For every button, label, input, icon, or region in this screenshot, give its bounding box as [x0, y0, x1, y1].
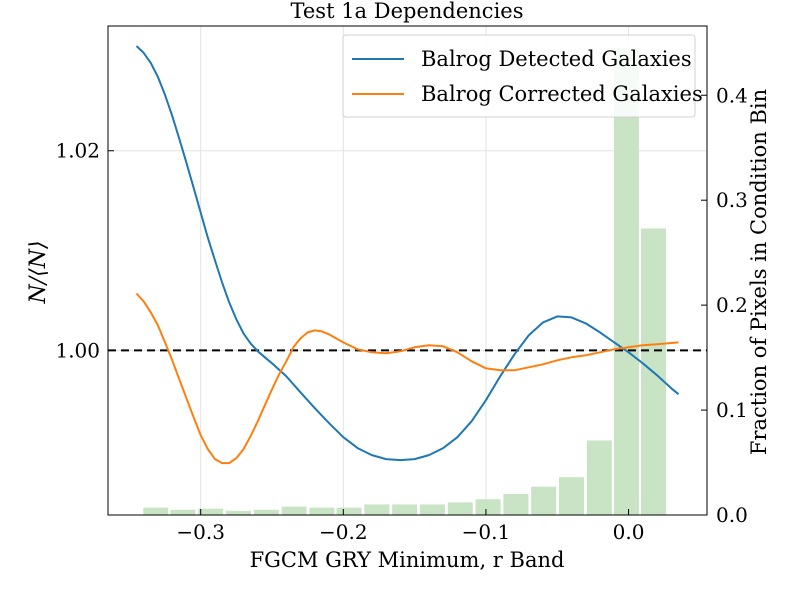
x-tick-label-1: −0.2	[319, 520, 368, 544]
chart-title: Test 1a Dependencies	[291, 0, 524, 23]
histogram-bar-12	[475, 499, 501, 515]
right-tick-label-2: 0.2	[716, 293, 748, 317]
histogram-bar-6	[309, 507, 335, 515]
right-tick-label-4: 0.4	[716, 83, 748, 107]
histogram-bar-13	[503, 494, 529, 515]
right-tick-label-0: 0.0	[716, 503, 748, 527]
histogram-bar-0	[143, 507, 169, 515]
plot-frame	[107, 25, 708, 516]
histogram-bar-4	[253, 509, 279, 515]
histogram-bar-8	[364, 504, 390, 515]
histogram-bar-15	[559, 477, 585, 515]
series-lines	[135, 45, 680, 465]
x-tick-label-3: 0.0	[613, 520, 645, 544]
x-tick-label-0: −0.3	[176, 520, 225, 544]
histogram-bar-16	[586, 440, 612, 515]
histogram-bar-17	[613, 48, 639, 516]
legend-label-corrected: Balrog Corrected Galaxies	[421, 82, 703, 106]
histogram-bar-2	[198, 508, 224, 515]
legend-label-detected: Balrog Detected Galaxies	[421, 47, 692, 71]
x-tick-label-2: −0.1	[462, 520, 511, 544]
series-line-1	[135, 292, 679, 465]
histogram-bar-10	[419, 504, 445, 515]
y-axis-ticks: 1.00 1.02	[55, 139, 114, 362]
histogram-bar-5	[281, 506, 307, 515]
y-tick-label-0: 1.00	[55, 338, 100, 362]
series-line-0	[135, 45, 680, 462]
right-tick-label-3: 0.3	[716, 188, 748, 212]
histogram-bar-1	[170, 509, 196, 515]
y-tick-label-1: 1.02	[55, 139, 100, 163]
right-axis-label: Fraction of Pixels in Condition Bin	[747, 89, 771, 455]
x-axis-ticks: −0.3 −0.2 −0.1 0.0	[176, 509, 644, 544]
histogram-bar-9	[392, 504, 418, 515]
right-axis-ticks: 0.0 0.1 0.2 0.3 0.4	[701, 83, 748, 527]
histogram-bar-14	[531, 486, 557, 515]
histogram-bars	[143, 48, 667, 516]
y-axis-label: N/⟨N⟩	[26, 240, 51, 304]
legend-box	[342, 34, 696, 118]
x-axis-label: FGCM GRY Minimum, r Band	[250, 548, 565, 572]
histogram-bar-3	[225, 510, 251, 515]
histogram-bar-11	[447, 502, 473, 515]
histogram-bar-7	[336, 507, 362, 515]
legend: Balrog Detected Galaxies Balrog Correcte…	[342, 34, 703, 118]
right-tick-label-1: 0.1	[716, 398, 748, 422]
